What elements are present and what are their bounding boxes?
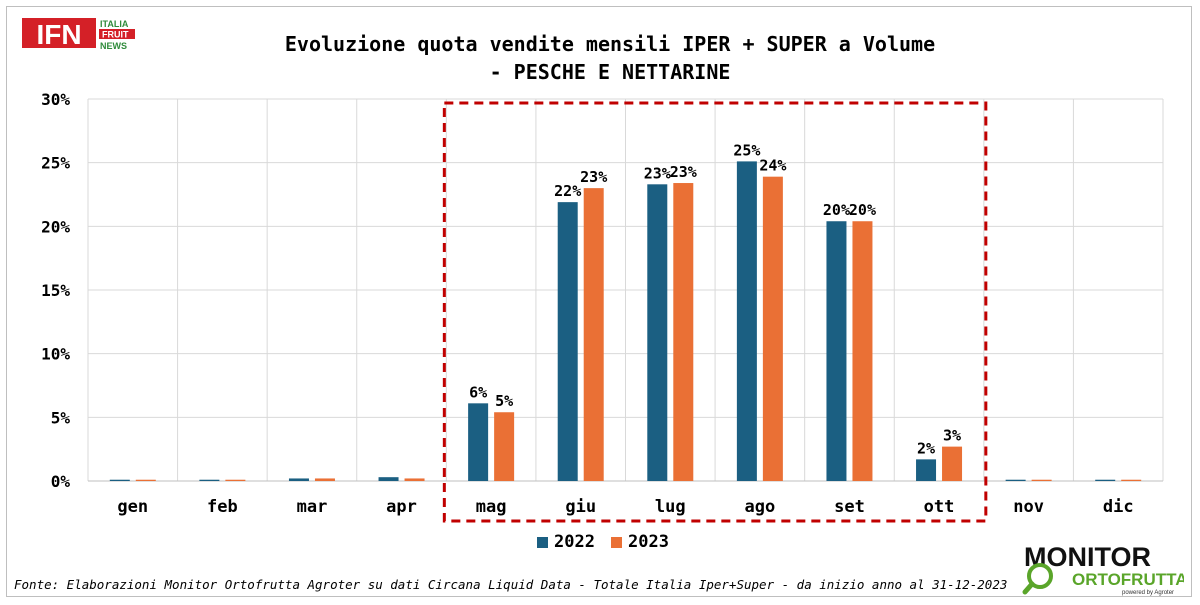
y-tick-label: 5% [51, 408, 71, 427]
legend-swatch-2022 [537, 536, 548, 548]
bar-2023-dic [1121, 479, 1142, 481]
y-tick-label: 20% [41, 217, 70, 236]
bar-2023-mag [494, 412, 515, 481]
legend-label-2022: 2022 [554, 532, 595, 552]
y-tick-label: 25% [41, 154, 70, 173]
x-tick-label: giu [565, 497, 596, 517]
bar-2023-ott [942, 446, 963, 481]
bar-2022-lug [647, 184, 668, 481]
bar-2022-ott [916, 459, 937, 481]
x-tick-label: ago [745, 497, 776, 517]
data-label-2022-giu: 22% [554, 182, 581, 200]
bar-2023-gen [135, 479, 156, 481]
magnifier-icon [1027, 563, 1053, 589]
bar-2023-set [852, 221, 873, 482]
legend-label-2023: 2023 [628, 532, 669, 552]
x-tick-label: mag [476, 497, 507, 517]
bar-2023-apr [404, 478, 425, 481]
x-tick-label: lug [655, 497, 686, 517]
source-note: Fonte: Elaborazioni Monitor Ortofrutta A… [14, 577, 1008, 592]
x-tick-label: apr [386, 497, 417, 517]
bar-2022-feb [199, 479, 220, 481]
ifn-logo-line2: FRUIT [102, 30, 129, 40]
data-label-2022-ago: 25% [733, 141, 760, 159]
data-label-2023-giu: 23% [580, 168, 607, 186]
x-tick-label: feb [207, 497, 238, 517]
bar-2022-dic [1095, 479, 1116, 481]
monitor-logo-byline: powered by Agroter [1122, 590, 1174, 596]
data-label-2023-ago: 24% [759, 157, 786, 175]
x-tick-label: set [834, 497, 865, 517]
x-tick-label: dic [1103, 497, 1134, 517]
legend-item-2023: 2023 [611, 532, 669, 552]
bar-2023-nov [1031, 479, 1052, 481]
bar-2023-ago [762, 176, 783, 481]
ifn-logo-line3: NEWS [100, 41, 127, 51]
y-tick-label: 30% [41, 90, 70, 109]
bar-2022-nov [1005, 479, 1026, 481]
data-label-2022-mag: 6% [469, 383, 487, 401]
x-tick-label: nov [1013, 497, 1044, 517]
bar-2022-gen [109, 479, 130, 481]
data-label-2022-set: 20% [823, 201, 850, 219]
y-tick-label: 10% [41, 345, 70, 364]
x-tick-label: ott [924, 497, 955, 517]
bar-2022-apr [378, 477, 399, 481]
y-tick-label: 0% [51, 472, 71, 491]
bar-2023-feb [225, 479, 246, 481]
bar-2023-mar [314, 478, 335, 481]
bar-2022-giu [557, 202, 578, 481]
ifn-logo-line1: ITALIA [100, 19, 129, 29]
bar-2022-set [826, 221, 847, 482]
ifn-logo-mark: IFN [36, 19, 81, 50]
x-tick-label: mar [297, 497, 328, 517]
bar-2022-mag [468, 403, 489, 481]
season-highlight-box [442, 101, 988, 523]
legend-swatch-2023 [611, 536, 622, 548]
legend-item-2022: 2022 [537, 532, 595, 552]
bar-2022-ago [736, 161, 757, 482]
monitor-ortofrutta-logo: MONITOR ORTOFRUTTA powered by Agroter [1022, 542, 1184, 596]
ifn-logo-badge [22, 18, 96, 48]
ifn-logo: IFN ITALIA FRUIT NEWS [22, 18, 135, 51]
x-tick-label: gen [117, 497, 148, 517]
bar-2023-lug [673, 183, 694, 482]
chart-title-line1: Evoluzione quota vendite mensili IPER + … [284, 32, 936, 56]
bar-2022-mar [288, 478, 309, 481]
chart-title: Evoluzione quota vendite mensili IPER + … [180, 30, 1040, 86]
monitor-logo-word2: ORTOFRUTTA [1072, 570, 1184, 589]
data-label-2022-lug: 23% [644, 164, 671, 182]
data-label-2022-ott: 2% [917, 439, 935, 457]
y-tick-label: 15% [41, 281, 70, 300]
chart-title-line2: - PESCHE E NETTARINE [489, 60, 731, 84]
data-label-2023-mag: 5% [495, 392, 513, 410]
bar-2023-giu [583, 188, 604, 481]
data-label-2023-lug: 23% [670, 163, 697, 181]
data-label-2023-set: 20% [849, 201, 876, 219]
data-label-2023-ott: 3% [943, 427, 961, 445]
